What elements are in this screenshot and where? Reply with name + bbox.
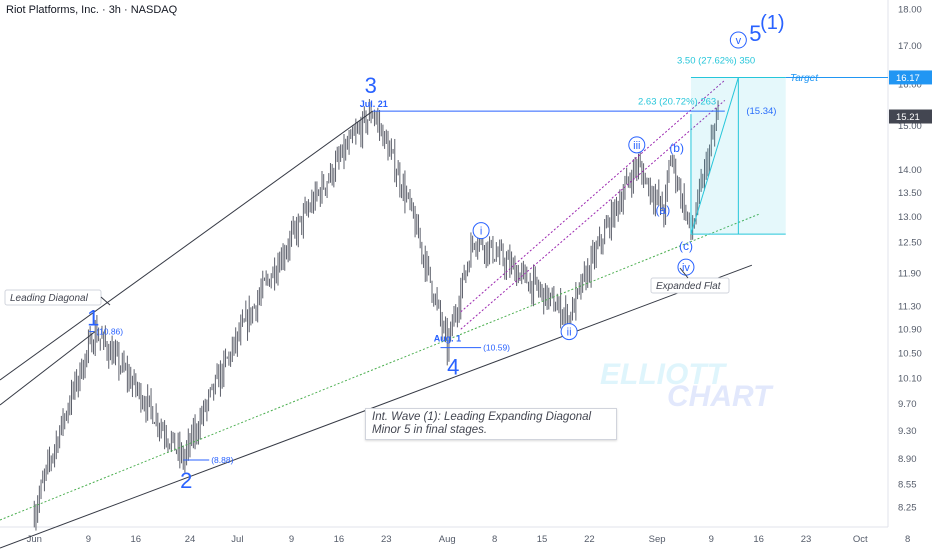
price-tick-label: 16.00 [898,80,922,91]
wave-ii-label-circle [560,323,578,341]
target-label: Target [790,73,819,84]
wave-2-label: 2 [180,468,192,493]
price-tick-label: 11.90 [898,269,921,280]
channel-line-lower [460,99,726,330]
time-tick-label: 16 [131,534,142,545]
wave-v-label: v [736,35,742,47]
aug1-label: Aug. 1 [434,334,462,344]
diagonal-upper-line [0,110,374,381]
wave-iii-label: iii [633,140,640,152]
price-tick-label: 10.10 [898,373,922,384]
price-tick-label: 12.50 [898,237,922,248]
price-tick-label: 8.90 [898,454,917,465]
time-tick-label: Aug [439,534,456,545]
wave-c-label: (c) [679,239,693,253]
low-2-label: (8.88) [211,455,233,465]
fib-lower-label: 2.63 (20.72%) 263 [638,96,716,107]
time-tick-label: Jul [231,534,243,545]
time-tick-label: 15 [537,534,548,545]
time-tick-label: 8 [905,534,910,545]
time-tick-label: Oct [853,534,868,545]
watermark-text-2: CHART [667,380,774,413]
time-tick-label: 9 [709,534,714,545]
price-tick-label: 10.50 [898,349,922,360]
price-tick-label: 10.90 [898,325,922,336]
expanded-flat-label-box [650,277,730,294]
last-price-tag-bg [889,109,932,124]
leading-diagonal-pointer [100,296,111,306]
expanded-flat-label: Expanded Flat [656,281,722,292]
price-tick-label: 14.00 [898,165,922,176]
channel-line-upper [460,79,726,313]
price-tick-label: 9.30 [898,426,917,437]
time-tick-label: 16 [753,534,764,545]
low-4-label: (10.59) [483,343,510,353]
price-tick-label: 13.00 [898,212,922,223]
note-line-2: Minor 5 in final stages. [372,424,488,436]
wave-1-label: 1 [87,306,99,331]
price-tick-label: 8.25 [898,503,917,514]
time-tick-label: 16 [334,534,345,545]
low-1-label: (10.86) [96,327,123,337]
time-tick-label: 9 [86,534,91,545]
wave-a-label: (a) [656,203,671,217]
time-tick-label: 23 [801,534,812,545]
wave-iii-label-circle [628,136,646,154]
price-tick-label: 13.50 [898,188,922,199]
price-tick-label: 8.55 [898,480,917,491]
time-tick-label: Jun [27,534,42,545]
time-tick-label: 9 [289,534,294,545]
time-tick-label: 22 [584,534,595,545]
note-line-1: Int. Wave (1): Leading Expanding Diagona… [372,411,592,423]
wave-i-label: i [480,226,482,238]
note-box: Int. Wave (1): Leading Expanding Diagona… [365,408,617,440]
wave-5-label: 5 [749,21,761,46]
wave-b-label: (b) [669,141,684,155]
target-diagonal [690,77,739,235]
wave-v-label-circle [729,31,747,49]
price-tick-label: 9.70 [898,399,917,410]
time-tick-label: 23 [381,534,392,545]
wave-iv-label: iv [682,262,690,274]
fib-upper-label: 3.50 (27.62%) 350 [677,55,755,66]
jul21-label: Jul. 21 [360,99,388,109]
watermark-text-1: ELLIOTT [600,358,728,391]
trend-line-dotted [0,213,759,521]
diagonal-lower-line [0,264,753,549]
last-price-tag: 15.21 [896,112,920,123]
chart-title: Riot Platforms, Inc. · 3h · NASDAQ [6,4,178,16]
expanded-flat-pointer [679,267,689,279]
wave-4-label: 4 [447,355,459,380]
wave-ii-label: ii [567,327,572,339]
price-tick-label: 18.00 [898,5,922,16]
price-tick-label: 11.30 [898,302,921,313]
price-tick-label: 17.00 [898,41,922,52]
time-tick-label: 8 [492,534,497,545]
wave-1-degree-label: (1) [760,12,784,34]
time-tick-label: 24 [185,534,196,545]
target-price-tag-bg [889,70,932,85]
diagonal-upper-line-2 [0,331,96,406]
wave3-price-label: (15.34) [746,106,776,117]
wave-i-label-circle [472,222,490,240]
leading-diagonal-label: Leading Diagonal [10,293,89,304]
time-tick-label: Sep [649,534,666,545]
target-price-tag: 16.17 [896,73,920,84]
price-tick-label: 15.00 [898,121,922,132]
wave-3-label: 3 [365,73,377,98]
